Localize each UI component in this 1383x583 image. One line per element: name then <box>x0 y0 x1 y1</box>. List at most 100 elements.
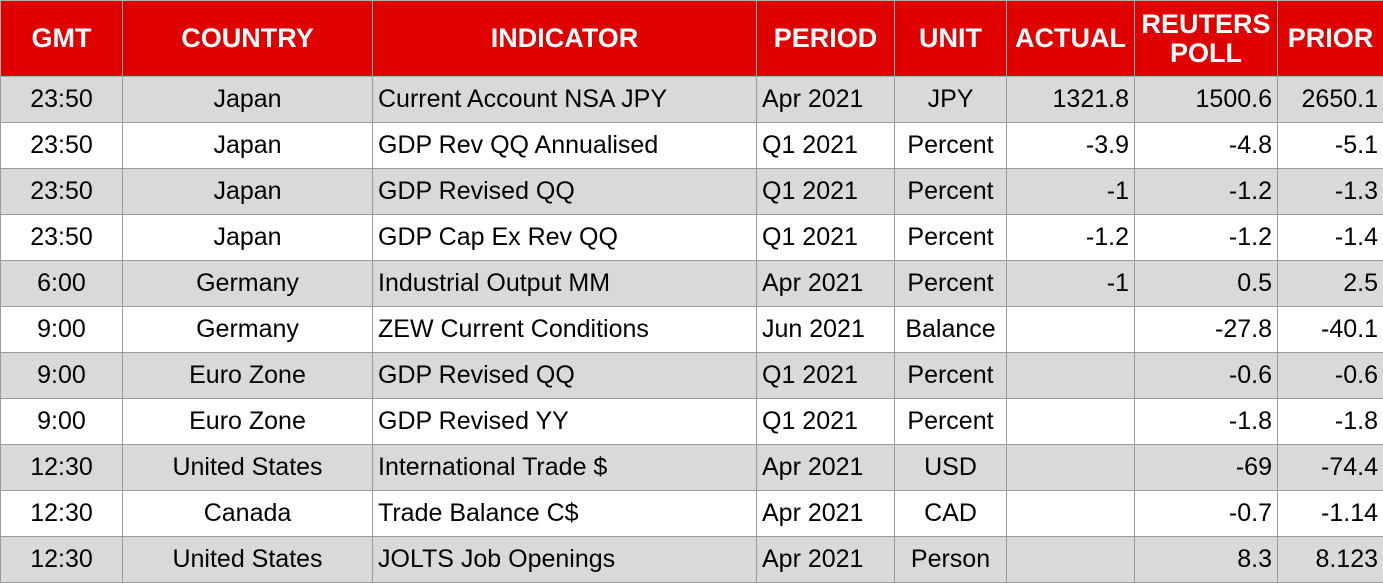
table-row: 23:50 Japan Current Account NSA JPY Apr … <box>0 76 1383 123</box>
cell-country: United States <box>122 536 373 583</box>
cell-indicator: GDP Revised QQ <box>372 168 757 215</box>
cell-unit: CAD <box>894 490 1007 537</box>
cell-prior: -5.1 <box>1277 122 1383 169</box>
cell-unit: Person <box>894 536 1007 583</box>
table-row: 9:00 Germany ZEW Current Conditions Jun … <box>0 306 1383 353</box>
cell-gmt: 23:50 <box>0 214 123 261</box>
cell-actual <box>1006 490 1135 537</box>
header-prior: PRIOR <box>1277 0 1383 77</box>
cell-period: Q1 2021 <box>756 122 895 169</box>
cell-country: United States <box>122 444 373 491</box>
cell-indicator: Current Account NSA JPY <box>372 76 757 123</box>
cell-gmt: 12:30 <box>0 444 123 491</box>
cell-period: Q1 2021 <box>756 398 895 445</box>
table-row: 9:00 Euro Zone GDP Revised YY Q1 2021 Pe… <box>0 398 1383 445</box>
cell-period: Apr 2021 <box>756 260 895 307</box>
cell-prior: 8.123 <box>1277 536 1383 583</box>
cell-unit: Percent <box>894 214 1007 261</box>
header-actual: ACTUAL <box>1006 0 1135 77</box>
cell-period: Jun 2021 <box>756 306 895 353</box>
cell-period: Apr 2021 <box>756 76 895 123</box>
cell-unit: JPY <box>894 76 1007 123</box>
cell-period: Apr 2021 <box>756 536 895 583</box>
cell-reuters-poll: -27.8 <box>1134 306 1278 353</box>
cell-reuters-poll: -0.6 <box>1134 352 1278 399</box>
table-row: 12:30 United States JOLTS Job Openings A… <box>0 536 1383 583</box>
cell-unit: USD <box>894 444 1007 491</box>
cell-actual: 1321.8 <box>1006 76 1135 123</box>
cell-unit: Percent <box>894 122 1007 169</box>
cell-unit: Percent <box>894 352 1007 399</box>
cell-country: Germany <box>122 306 373 353</box>
cell-indicator: GDP Revised QQ <box>372 352 757 399</box>
header-period: PERIOD <box>756 0 895 77</box>
cell-actual: -3.9 <box>1006 122 1135 169</box>
cell-gmt: 23:50 <box>0 76 123 123</box>
cell-prior: 2650.1 <box>1277 76 1383 123</box>
cell-prior: -40.1 <box>1277 306 1383 353</box>
cell-period: Q1 2021 <box>756 168 895 215</box>
header-country: COUNTRY <box>122 0 373 77</box>
cell-gmt: 6:00 <box>0 260 123 307</box>
cell-actual <box>1006 398 1135 445</box>
cell-reuters-poll: -1.8 <box>1134 398 1278 445</box>
cell-reuters-poll: -69 <box>1134 444 1278 491</box>
cell-actual: -1 <box>1006 260 1135 307</box>
cell-indicator: Trade Balance C$ <box>372 490 757 537</box>
cell-indicator: Industrial Output MM <box>372 260 757 307</box>
cell-prior: -0.6 <box>1277 352 1383 399</box>
cell-prior: -74.4 <box>1277 444 1383 491</box>
cell-indicator: International Trade $ <box>372 444 757 491</box>
cell-prior: 2.5 <box>1277 260 1383 307</box>
header-gmt: GMT <box>0 0 123 77</box>
cell-reuters-poll: -1.2 <box>1134 168 1278 215</box>
table-row: 12:30 United States International Trade … <box>0 444 1383 491</box>
cell-reuters-poll: 1500.6 <box>1134 76 1278 123</box>
cell-country: Japan <box>122 122 373 169</box>
cell-reuters-poll: -1.2 <box>1134 214 1278 261</box>
cell-actual <box>1006 536 1135 583</box>
cell-country: Canada <box>122 490 373 537</box>
cell-gmt: 9:00 <box>0 306 123 353</box>
cell-country: Euro Zone <box>122 352 373 399</box>
cell-indicator: GDP Rev QQ Annualised <box>372 122 757 169</box>
table-row: 9:00 Euro Zone GDP Revised QQ Q1 2021 Pe… <box>0 352 1383 399</box>
header-row: GMT COUNTRY INDICATOR PERIOD UNIT ACTUAL… <box>0 0 1383 77</box>
cell-indicator: GDP Cap Ex Rev QQ <box>372 214 757 261</box>
cell-period: Apr 2021 <box>756 490 895 537</box>
cell-period: Q1 2021 <box>756 214 895 261</box>
cell-gmt: 12:30 <box>0 536 123 583</box>
cell-gmt: 9:00 <box>0 352 123 399</box>
cell-period: Apr 2021 <box>756 444 895 491</box>
cell-actual: -1.2 <box>1006 214 1135 261</box>
cell-reuters-poll: 8.3 <box>1134 536 1278 583</box>
cell-country: Japan <box>122 76 373 123</box>
header-unit: UNIT <box>894 0 1007 77</box>
cell-indicator: GDP Revised YY <box>372 398 757 445</box>
cell-country: Germany <box>122 260 373 307</box>
cell-prior: -1.3 <box>1277 168 1383 215</box>
cell-reuters-poll: 0.5 <box>1134 260 1278 307</box>
cell-prior: -1.4 <box>1277 214 1383 261</box>
cell-actual <box>1006 444 1135 491</box>
table-row: 23:50 Japan GDP Rev QQ Annualised Q1 202… <box>0 122 1383 169</box>
cell-period: Q1 2021 <box>756 352 895 399</box>
cell-indicator: ZEW Current Conditions <box>372 306 757 353</box>
cell-prior: -1.14 <box>1277 490 1383 537</box>
cell-prior: -1.8 <box>1277 398 1383 445</box>
cell-reuters-poll: -0.7 <box>1134 490 1278 537</box>
table-row: 23:50 Japan GDP Cap Ex Rev QQ Q1 2021 Pe… <box>0 214 1383 261</box>
table-row: 6:00 Germany Industrial Output MM Apr 20… <box>0 260 1383 307</box>
cell-indicator: JOLTS Job Openings <box>372 536 757 583</box>
cell-actual <box>1006 352 1135 399</box>
cell-gmt: 23:50 <box>0 122 123 169</box>
cell-gmt: 23:50 <box>0 168 123 215</box>
cell-actual: -1 <box>1006 168 1135 215</box>
header-indicator: INDICATOR <box>372 0 757 77</box>
cell-country: Japan <box>122 168 373 215</box>
cell-country: Japan <box>122 214 373 261</box>
cell-unit: Balance <box>894 306 1007 353</box>
cell-actual <box>1006 306 1135 353</box>
cell-gmt: 12:30 <box>0 490 123 537</box>
